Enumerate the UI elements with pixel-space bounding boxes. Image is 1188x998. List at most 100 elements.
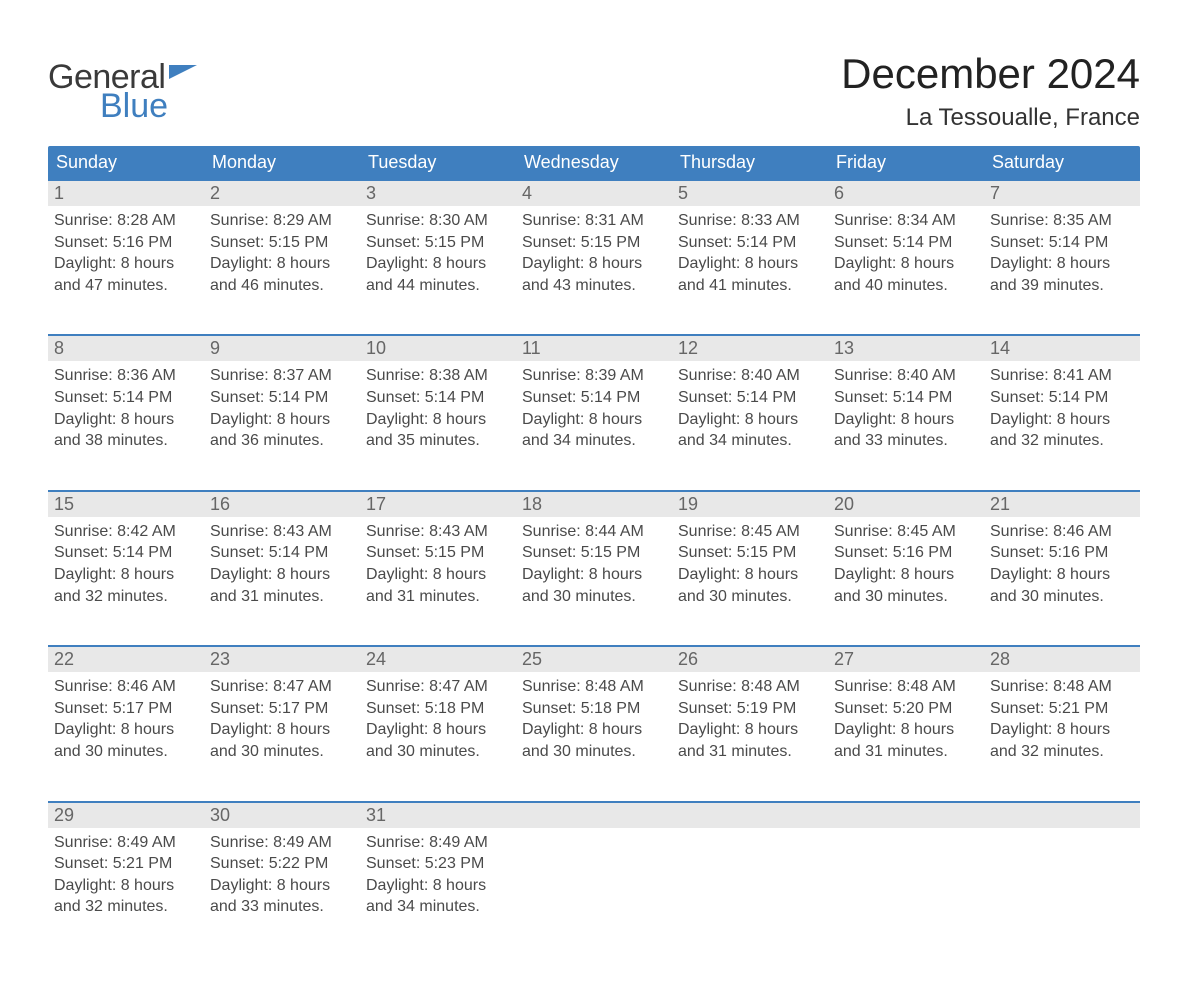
daylight-value1: 8 hours xyxy=(121,721,174,738)
daylight-value1: 8 hours xyxy=(433,877,486,894)
sunrise-value: 8:48 AM xyxy=(585,678,644,695)
sunrise-line: Sunrise: 8:34 AM xyxy=(834,210,978,232)
sunrise-line: Sunrise: 8:33 AM xyxy=(678,210,822,232)
sunrise-line: Sunrise: 8:29 AM xyxy=(210,210,354,232)
daylight-line1: Daylight: 8 hours xyxy=(210,564,354,586)
sunset-label: Sunset xyxy=(522,544,572,561)
sunrise-line: Sunrise: 8:49 AM xyxy=(366,832,510,854)
dayname: Saturday xyxy=(984,146,1140,181)
day-number: 6 xyxy=(828,181,984,206)
daylight-value1: 8 hours xyxy=(433,411,486,428)
day-number: 26 xyxy=(672,647,828,672)
daylight-label: Daylight xyxy=(678,721,736,738)
daylight-line2: and 33 minutes. xyxy=(210,896,354,918)
sunset-label: Sunset xyxy=(366,234,416,251)
sunrise-line: Sunrise: 8:42 AM xyxy=(54,521,198,543)
daylight-value1: 8 hours xyxy=(433,255,486,272)
daylight-value1: 8 hours xyxy=(121,877,174,894)
daylight-label: Daylight xyxy=(54,721,112,738)
daylight-value1: 8 hours xyxy=(589,411,642,428)
daylight-value1: 8 hours xyxy=(589,566,642,583)
sunrise-value: 8:29 AM xyxy=(273,212,332,229)
calendar-cell: Sunrise: 8:39 AMSunset: 5:14 PMDaylight:… xyxy=(516,361,672,471)
day-number: 3 xyxy=(360,181,516,206)
daylight-value1: 8 hours xyxy=(1057,721,1110,738)
daylight-line2: and 31 minutes. xyxy=(210,586,354,608)
sunset-label: Sunset xyxy=(834,389,884,406)
sunset-line: Sunset: 5:14 PM xyxy=(678,387,822,409)
sunrise-value: 8:39 AM xyxy=(585,367,644,384)
sunrise-value: 8:41 AM xyxy=(1053,367,1112,384)
sunset-label: Sunset xyxy=(834,544,884,561)
sunrise-label: Sunrise xyxy=(678,212,732,229)
sunset-line: Sunset: 5:16 PM xyxy=(54,232,198,254)
day-number: 9 xyxy=(204,336,360,361)
sunset-label: Sunset xyxy=(210,544,260,561)
sunset-line: Sunset: 5:14 PM xyxy=(990,232,1134,254)
sunset-label: Sunset xyxy=(54,700,104,717)
daylight-label: Daylight xyxy=(210,877,268,894)
daylight-line1: Daylight: 8 hours xyxy=(834,253,978,275)
day-number: 19 xyxy=(672,492,828,517)
day-number: 18 xyxy=(516,492,672,517)
sunrise-line: Sunrise: 8:39 AM xyxy=(522,365,666,387)
calendar-cell xyxy=(672,828,828,938)
daylight-line2: and 32 minutes. xyxy=(54,586,198,608)
sunrise-value: 8:35 AM xyxy=(1053,212,1112,229)
sunset-line: Sunset: 5:18 PM xyxy=(522,698,666,720)
sunrise-value: 8:28 AM xyxy=(117,212,176,229)
daylight-label: Daylight xyxy=(54,877,112,894)
sunrise-value: 8:46 AM xyxy=(117,678,176,695)
sunset-label: Sunset xyxy=(54,855,104,872)
sunset-line: Sunset: 5:21 PM xyxy=(54,853,198,875)
sunset-label: Sunset xyxy=(210,234,260,251)
sunrise-line: Sunrise: 8:30 AM xyxy=(366,210,510,232)
calendar-cell: Sunrise: 8:37 AMSunset: 5:14 PMDaylight:… xyxy=(204,361,360,471)
sunset-value: 5:23 PM xyxy=(425,855,485,872)
daylight-label: Daylight xyxy=(834,255,892,272)
sunset-label: Sunset xyxy=(522,700,572,717)
calendar-cell: Sunrise: 8:40 AMSunset: 5:14 PMDaylight:… xyxy=(672,361,828,471)
daynum-row: 891011121314 xyxy=(48,336,1140,361)
sunset-value: 5:15 PM xyxy=(581,234,641,251)
daylight-label: Daylight xyxy=(522,255,580,272)
daylight-label: Daylight xyxy=(54,255,112,272)
daylight-label: Daylight xyxy=(990,411,1048,428)
daylight-line1: Daylight: 8 hours xyxy=(210,409,354,431)
daylight-line1: Daylight: 8 hours xyxy=(678,253,822,275)
sunrise-label: Sunrise xyxy=(522,523,576,540)
logo: General Blue xyxy=(48,58,197,126)
sunrise-value: 8:37 AM xyxy=(273,367,332,384)
calendar-cell: Sunrise: 8:46 AMSunset: 5:17 PMDaylight:… xyxy=(48,672,204,782)
sunrise-label: Sunrise xyxy=(54,212,108,229)
sunrise-label: Sunrise xyxy=(210,678,264,695)
sunrise-line: Sunrise: 8:35 AM xyxy=(990,210,1134,232)
day-number: 8 xyxy=(48,336,204,361)
sunset-line: Sunset: 5:16 PM xyxy=(834,542,978,564)
sunrise-line: Sunrise: 8:43 AM xyxy=(366,521,510,543)
daylight-label: Daylight xyxy=(366,255,424,272)
sunrise-label: Sunrise xyxy=(990,367,1044,384)
sunset-label: Sunset xyxy=(990,234,1040,251)
sunset-value: 5:14 PM xyxy=(113,389,173,406)
day-number xyxy=(516,803,672,828)
daylight-line1: Daylight: 8 hours xyxy=(678,564,822,586)
daylight-line1: Daylight: 8 hours xyxy=(366,564,510,586)
daylight-label: Daylight xyxy=(834,721,892,738)
sunset-label: Sunset xyxy=(366,700,416,717)
day-number: 5 xyxy=(672,181,828,206)
daylight-line2: and 36 minutes. xyxy=(210,430,354,452)
daylight-line1: Daylight: 8 hours xyxy=(990,253,1134,275)
sunrise-label: Sunrise xyxy=(366,678,420,695)
sunset-line: Sunset: 5:14 PM xyxy=(834,232,978,254)
title-block: December 2024 La Tessoualle, France xyxy=(841,40,1140,138)
dayname: Tuesday xyxy=(360,146,516,181)
sunrise-label: Sunrise xyxy=(210,523,264,540)
day-number: 2 xyxy=(204,181,360,206)
sunrise-line: Sunrise: 8:37 AM xyxy=(210,365,354,387)
daylight-line1: Daylight: 8 hours xyxy=(834,719,978,741)
sunrise-label: Sunrise xyxy=(366,212,420,229)
sunset-line: Sunset: 5:14 PM xyxy=(522,387,666,409)
dayname: Sunday xyxy=(48,146,204,181)
sunset-value: 5:14 PM xyxy=(1049,234,1109,251)
